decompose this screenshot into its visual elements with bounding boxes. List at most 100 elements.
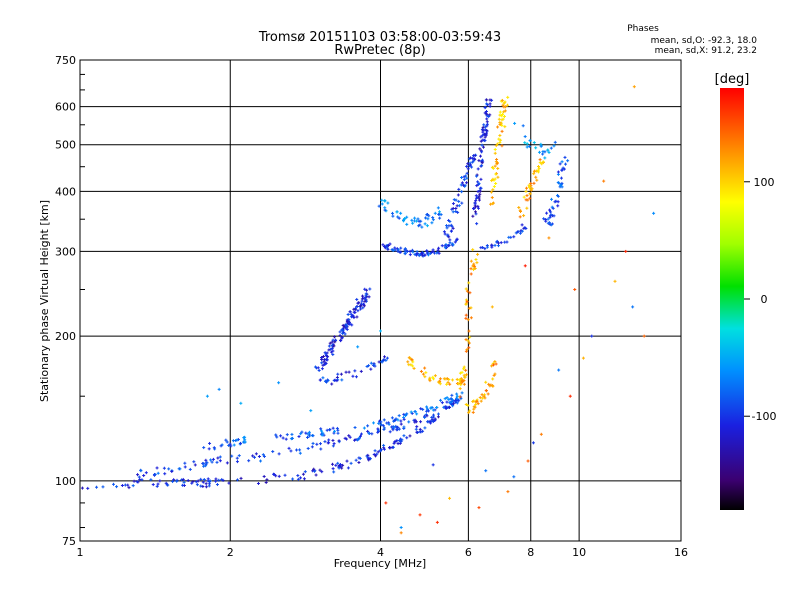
data-point	[557, 368, 561, 372]
data-point	[547, 150, 551, 154]
data-point	[393, 246, 397, 250]
data-point	[480, 164, 484, 168]
data-point	[493, 243, 497, 247]
data-point	[298, 448, 302, 452]
data-point	[479, 399, 483, 403]
data-point	[337, 439, 341, 443]
data-point	[205, 394, 209, 398]
data-point	[430, 419, 434, 423]
data-point	[300, 430, 304, 434]
data-point	[265, 478, 269, 482]
data-point	[343, 332, 347, 336]
data-point	[472, 156, 476, 160]
data-point	[320, 367, 324, 371]
data-point	[426, 253, 430, 257]
data-point	[483, 125, 487, 129]
data-point	[485, 98, 489, 102]
data-point	[544, 218, 548, 222]
data-point	[551, 206, 555, 210]
stats-title: Phases	[627, 24, 659, 34]
data-point	[289, 449, 293, 453]
data-point	[602, 179, 606, 183]
data-point	[471, 248, 475, 252]
data-point	[461, 183, 465, 187]
data-point	[451, 206, 455, 210]
data-point	[361, 306, 365, 310]
data-point	[457, 204, 461, 208]
data-point	[426, 420, 430, 424]
data-point	[420, 251, 424, 255]
data-point	[418, 223, 422, 227]
data-point	[455, 401, 459, 405]
data-point	[474, 403, 478, 407]
data-point	[405, 215, 409, 219]
data-point	[489, 383, 493, 387]
data-point	[503, 109, 507, 113]
data-point	[455, 394, 459, 398]
data-point	[323, 362, 327, 366]
data-point	[380, 202, 384, 206]
colorbar-tick-label: 0	[761, 293, 768, 306]
data-point	[449, 223, 453, 227]
data-point	[331, 426, 335, 430]
data-point	[381, 243, 385, 247]
data-point	[209, 458, 213, 462]
data-point	[493, 360, 497, 364]
data-point	[631, 305, 635, 309]
data-point	[456, 193, 460, 197]
data-point	[549, 210, 553, 214]
data-point	[552, 144, 556, 148]
data-point	[496, 175, 500, 179]
data-point	[425, 414, 429, 418]
data-point	[503, 240, 507, 244]
data-point	[481, 246, 485, 250]
data-point	[546, 148, 550, 152]
data-point	[384, 358, 388, 362]
data-point	[472, 207, 476, 211]
data-point	[480, 150, 484, 154]
data-point	[376, 427, 380, 431]
data-point	[229, 444, 233, 448]
data-point	[395, 210, 399, 214]
data-point	[473, 205, 477, 209]
data-point	[332, 431, 336, 435]
data-point	[431, 408, 435, 412]
data-point	[493, 151, 497, 155]
data-point	[354, 375, 358, 379]
data-point	[490, 179, 494, 183]
data-point	[498, 133, 502, 137]
data-point	[312, 467, 316, 471]
data-point	[352, 316, 356, 320]
data-point	[492, 363, 496, 367]
data-point	[338, 334, 342, 338]
data-point	[524, 198, 528, 202]
data-point	[373, 449, 377, 453]
data-point	[556, 200, 560, 204]
data-point	[447, 397, 451, 401]
data-point	[295, 448, 299, 452]
data-point	[419, 369, 423, 373]
data-point	[501, 103, 505, 107]
data-point	[391, 248, 395, 252]
data-point	[338, 330, 342, 334]
data-point	[457, 399, 461, 403]
data-point	[480, 134, 484, 138]
data-point	[556, 204, 560, 208]
data-point	[503, 105, 507, 109]
data-point	[465, 176, 469, 180]
data-point	[320, 429, 324, 433]
data-point	[399, 526, 403, 530]
data-point	[383, 206, 387, 210]
data-point	[172, 478, 176, 482]
data-point	[642, 334, 646, 338]
data-point	[502, 110, 506, 114]
data-point	[457, 187, 461, 191]
data-point	[344, 326, 348, 330]
data-point	[211, 457, 215, 461]
data-point	[330, 340, 334, 344]
data-point	[155, 484, 159, 488]
data-point	[332, 344, 336, 348]
data-point	[479, 154, 483, 158]
data-point	[475, 184, 479, 188]
data-point	[550, 197, 554, 201]
